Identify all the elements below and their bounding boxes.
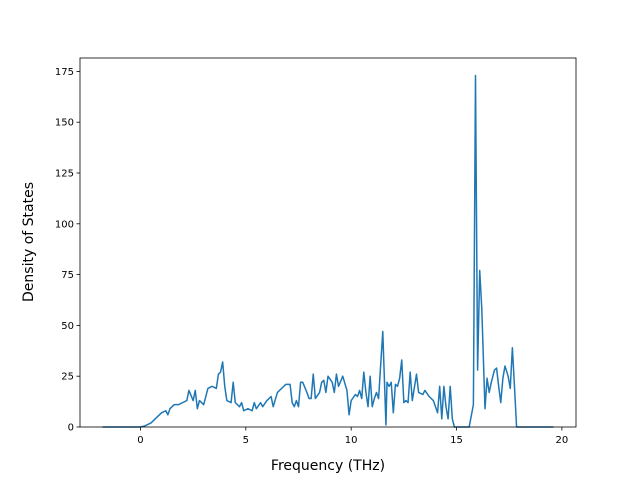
x-tick-label: 15 <box>450 435 463 446</box>
y-tick-label: 125 <box>55 169 74 180</box>
plot-frame <box>79 57 577 428</box>
y-axis-label: Density of States <box>21 182 37 302</box>
y-tick-label: 50 <box>61 321 74 332</box>
y-tick-label: 175 <box>55 67 74 78</box>
x-tick-label: 0 <box>137 435 143 446</box>
y-tick-label: 0 <box>68 423 74 434</box>
y-tick-label: 150 <box>55 118 74 129</box>
y-tick-label: 25 <box>61 372 74 383</box>
y-tick-label: 100 <box>55 219 74 230</box>
y-tick-label: 75 <box>61 270 74 281</box>
x-axis-label: Frequency (THz) <box>271 458 385 474</box>
x-tick-label: 5 <box>243 435 249 446</box>
data-line <box>102 74 554 428</box>
x-tick-label: 20 <box>556 435 569 446</box>
x-tick-label: 10 <box>345 435 358 446</box>
